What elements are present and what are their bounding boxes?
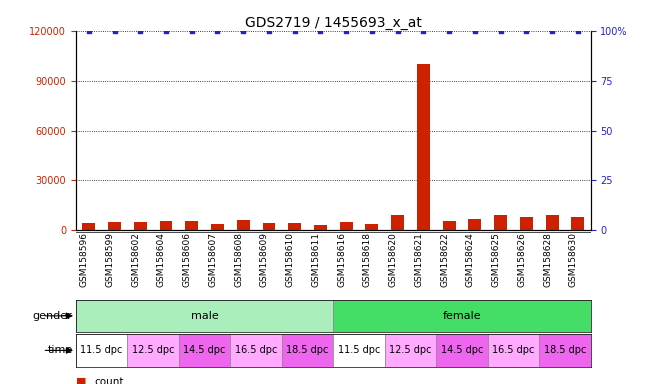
Bar bbox=[211, 224, 224, 230]
Bar bbox=[417, 64, 430, 230]
Text: 16.5 dpc: 16.5 dpc bbox=[235, 345, 277, 356]
Text: ■: ■ bbox=[76, 377, 86, 384]
Bar bbox=[134, 222, 147, 230]
Point bbox=[521, 28, 532, 34]
Text: count: count bbox=[94, 377, 124, 384]
Point bbox=[496, 28, 506, 34]
Text: GSM158596: GSM158596 bbox=[80, 232, 88, 287]
Bar bbox=[539, 334, 591, 367]
Text: GSM158606: GSM158606 bbox=[183, 232, 192, 287]
Point bbox=[238, 28, 249, 34]
Bar bbox=[82, 223, 95, 230]
Bar bbox=[469, 219, 481, 230]
Bar bbox=[385, 334, 436, 367]
Bar bbox=[237, 220, 249, 230]
Text: GSM158620: GSM158620 bbox=[389, 232, 398, 287]
Point bbox=[315, 28, 326, 34]
Point bbox=[135, 28, 146, 34]
Text: gender: gender bbox=[33, 311, 73, 321]
Text: GSM158625: GSM158625 bbox=[492, 232, 501, 287]
Text: GSM158599: GSM158599 bbox=[106, 232, 115, 287]
Text: GSM158604: GSM158604 bbox=[157, 232, 166, 287]
Point bbox=[110, 28, 120, 34]
Bar bbox=[488, 334, 539, 367]
Bar bbox=[366, 224, 378, 230]
Text: GSM158621: GSM158621 bbox=[414, 232, 424, 287]
Text: GSM158607: GSM158607 bbox=[209, 232, 218, 287]
Text: GSM158624: GSM158624 bbox=[466, 232, 475, 287]
Point bbox=[290, 28, 300, 34]
Point bbox=[187, 28, 197, 34]
Point bbox=[83, 28, 94, 34]
Bar bbox=[436, 334, 488, 367]
Point bbox=[547, 28, 558, 34]
Text: GSM158618: GSM158618 bbox=[363, 232, 372, 287]
Text: 14.5 dpc: 14.5 dpc bbox=[441, 345, 483, 356]
Bar bbox=[282, 334, 333, 367]
Text: 18.5 dpc: 18.5 dpc bbox=[286, 345, 329, 356]
Bar bbox=[185, 221, 198, 230]
Text: 11.5 dpc: 11.5 dpc bbox=[338, 345, 380, 356]
Bar bbox=[572, 217, 584, 230]
Text: time: time bbox=[48, 345, 73, 356]
Bar bbox=[263, 223, 275, 230]
Text: GSM158608: GSM158608 bbox=[234, 232, 244, 287]
Text: 18.5 dpc: 18.5 dpc bbox=[544, 345, 586, 356]
Bar bbox=[108, 222, 121, 230]
Point bbox=[444, 28, 455, 34]
Bar bbox=[333, 300, 591, 332]
Bar bbox=[160, 221, 172, 230]
Bar bbox=[520, 217, 533, 230]
Bar bbox=[546, 215, 558, 230]
Text: GSM158602: GSM158602 bbox=[131, 232, 141, 287]
Text: 16.5 dpc: 16.5 dpc bbox=[492, 345, 535, 356]
Text: female: female bbox=[443, 311, 481, 321]
Text: GSM158616: GSM158616 bbox=[337, 232, 346, 287]
Point bbox=[367, 28, 378, 34]
Bar bbox=[494, 215, 507, 230]
Point bbox=[418, 28, 429, 34]
Title: GDS2719 / 1455693_x_at: GDS2719 / 1455693_x_at bbox=[245, 16, 422, 30]
Text: GSM158626: GSM158626 bbox=[517, 232, 527, 287]
Point bbox=[341, 28, 352, 34]
Bar bbox=[391, 215, 404, 230]
Point bbox=[264, 28, 275, 34]
Point bbox=[573, 28, 583, 34]
Bar bbox=[76, 334, 127, 367]
Point bbox=[393, 28, 403, 34]
Bar bbox=[76, 300, 333, 332]
Bar bbox=[340, 222, 352, 230]
Text: 12.5 dpc: 12.5 dpc bbox=[389, 345, 432, 356]
Bar bbox=[443, 221, 455, 230]
Bar bbox=[288, 223, 301, 230]
Text: GSM158622: GSM158622 bbox=[440, 232, 449, 287]
Text: GSM158609: GSM158609 bbox=[260, 232, 269, 287]
Text: male: male bbox=[191, 311, 218, 321]
Text: 11.5 dpc: 11.5 dpc bbox=[81, 345, 123, 356]
Bar bbox=[179, 334, 230, 367]
Point bbox=[213, 28, 223, 34]
Text: 12.5 dpc: 12.5 dpc bbox=[132, 345, 174, 356]
Point bbox=[161, 28, 172, 34]
Text: GSM158630: GSM158630 bbox=[569, 232, 578, 287]
Text: GSM158611: GSM158611 bbox=[312, 232, 321, 287]
Bar bbox=[127, 334, 179, 367]
Bar bbox=[333, 334, 385, 367]
Text: GSM158610: GSM158610 bbox=[286, 232, 295, 287]
Text: 14.5 dpc: 14.5 dpc bbox=[183, 345, 226, 356]
Bar bbox=[314, 225, 327, 230]
Point bbox=[470, 28, 480, 34]
Bar bbox=[230, 334, 282, 367]
Text: GSM158628: GSM158628 bbox=[543, 232, 552, 287]
